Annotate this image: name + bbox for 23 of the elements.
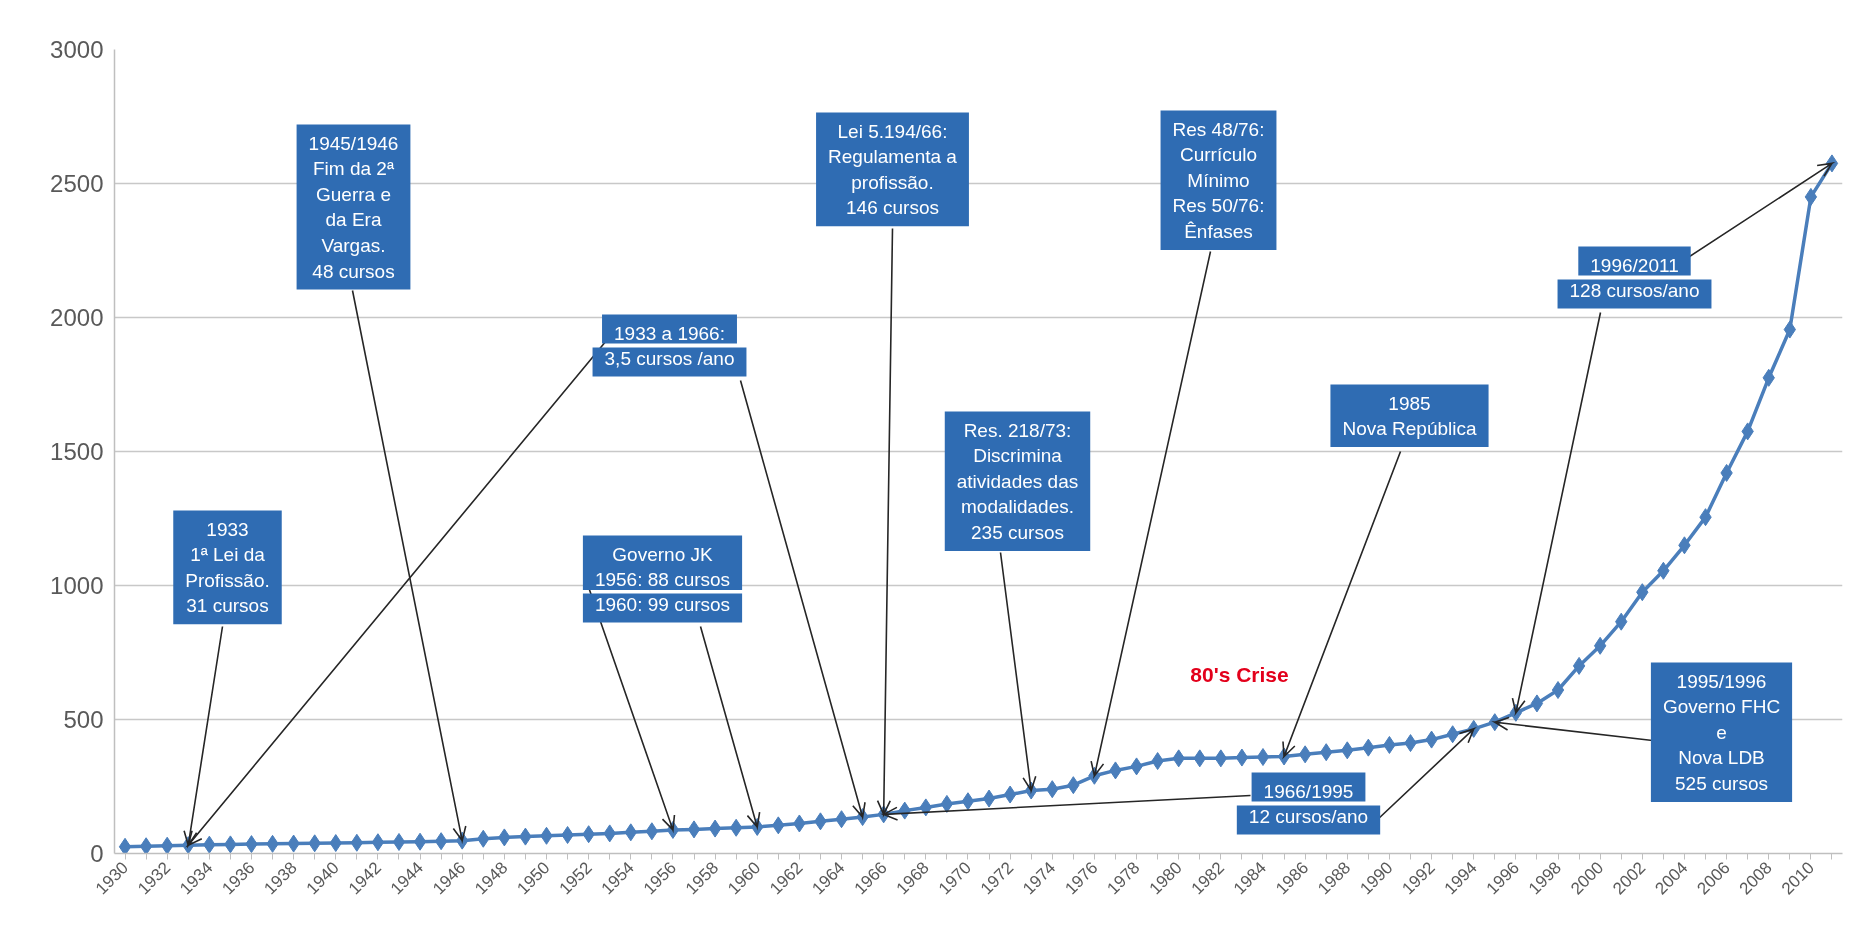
annotation: 1996/2011 xyxy=(1590,254,1679,276)
y-tick-label: 1500 xyxy=(50,438,104,465)
y-tick-label: 1000 xyxy=(50,572,104,599)
annotation: 1966/1995 xyxy=(1263,780,1354,802)
annotation: 12 cursos/ano xyxy=(1248,805,1369,827)
annotation: 1985 Nova República xyxy=(1342,392,1477,440)
y-tick-label: 0 xyxy=(90,840,104,867)
annotation: 1933 1ª Lei da Profissão. 31 cursos xyxy=(185,518,270,617)
annotation: 3,5 cursos /ano xyxy=(604,347,735,369)
y-tick-label: 2500 xyxy=(50,170,104,197)
y-tick-label: 3000 xyxy=(50,36,104,63)
y-tick-label: 500 xyxy=(63,706,104,733)
y-tick-label: 2000 xyxy=(50,304,104,331)
annotation: Res. 218/73: Discrimina atividades das modalidades. 235 cursos xyxy=(956,419,1079,543)
annotation: Governo JK 1956: 88 cursos xyxy=(594,543,731,591)
annotation: 1945/1946 Fim da 2ª Guerra e da Era Vargas. 48 cursos xyxy=(308,132,399,282)
annotation: Lei 5.194/66: Regulamenta a profissão. 146 cursos xyxy=(828,120,958,219)
annotation: 1933 a 1966: xyxy=(614,322,725,344)
annotation: 128 cursos/ano xyxy=(1569,279,1700,301)
annotation: Res 48/76: Currículo Mínimo Res 50/76: Ênfases xyxy=(1172,118,1265,242)
annotation: 1960: 99 cursos xyxy=(594,593,731,615)
annotation: 80's Crise xyxy=(1190,663,1289,686)
annotation: 1995/1996 Governo FHC e Nova LDB 525 cursos xyxy=(1662,670,1781,794)
